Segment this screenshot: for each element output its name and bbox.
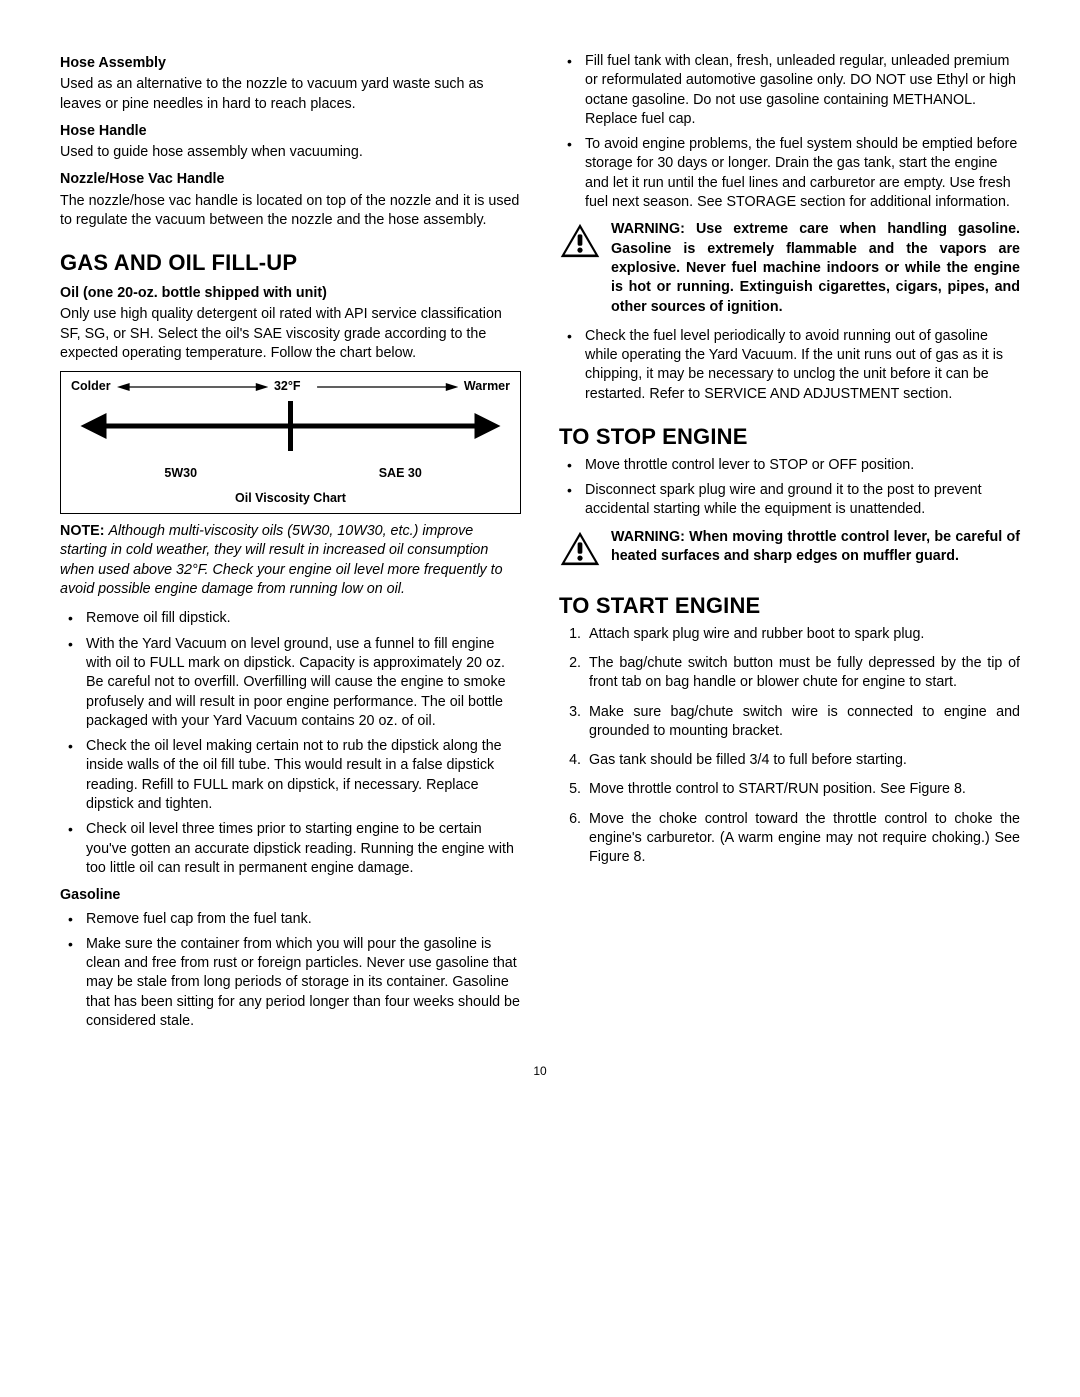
list-item: Move throttle control lever to STOP or O…	[559, 456, 1020, 475]
list-item: Check the fuel level periodically to avo…	[559, 327, 1020, 404]
nozzle-handle-title: Nozzle/Hose Vac Handle	[60, 170, 521, 189]
list-item: Make sure bag/chute switch wire is conne…	[585, 703, 1020, 742]
page-number: 10	[60, 1063, 1020, 1079]
oil-viscosity-chart: Colder 32°F Warmer	[60, 371, 521, 514]
oil-note: NOTE: Although multi-viscosity oils (5W3…	[60, 522, 521, 599]
note-body: Although multi-viscosity oils (5W30, 10W…	[60, 523, 503, 597]
oil-text: Only use high quality detergent oil rate…	[60, 305, 521, 363]
start-steps-list: Attach spark plug wire and rubber boot t…	[559, 625, 1020, 868]
hose-handle-text: Used to guide hose assembly when vacuumi…	[60, 143, 521, 162]
oil-title: Oil (one 20-oz. bottle shipped with unit…	[60, 284, 521, 303]
chart-arrows-icon	[71, 401, 510, 459]
list-item: Remove fuel cap from the fuel tank.	[60, 910, 521, 929]
warning-throttle-text: WARNING: When moving throttle control le…	[611, 528, 1020, 573]
list-item: Disconnect spark plug wire and ground it…	[559, 481, 1020, 520]
warning-icon	[559, 220, 601, 316]
list-item: Make sure the container from which you w…	[60, 935, 521, 1031]
hose-handle-title: Hose Handle	[60, 122, 521, 141]
gasoline-steps-list: Remove fuel cap from the fuel tank. Make…	[60, 910, 521, 1032]
warning-icon	[559, 528, 601, 573]
list-item: Check oil level three times prior to sta…	[60, 820, 521, 878]
list-item: Fill fuel tank with clean, fresh, unlead…	[559, 52, 1020, 129]
stop-engine-heading: TO STOP ENGINE	[559, 422, 1020, 452]
list-item: Check the oil level making certain not t…	[60, 737, 521, 814]
left-column: Hose Assembly Used as an alternative to …	[60, 48, 521, 1039]
warning-gasoline: WARNING: Use extreme care when handling …	[559, 220, 1020, 316]
warning-throttle: WARNING: When moving throttle control le…	[559, 528, 1020, 573]
chart-colder-label: Colder	[71, 378, 111, 395]
gasoline-title: Gasoline	[60, 886, 521, 905]
check-fuel-list: Check the fuel level periodically to avo…	[559, 327, 1020, 404]
list-item: Move the choke control toward the thrott…	[585, 810, 1020, 868]
start-engine-heading: TO START ENGINE	[559, 591, 1020, 621]
chart-left-oil: 5W30	[71, 465, 291, 482]
stop-steps-list: Move throttle control lever to STOP or O…	[559, 456, 1020, 520]
right-column: Fill fuel tank with clean, fresh, unlead…	[559, 48, 1020, 1039]
oil-steps-list: Remove oil fill dipstick. With the Yard …	[60, 609, 521, 878]
chart-warmer-label: Warmer	[464, 378, 510, 395]
note-label: NOTE:	[60, 523, 104, 539]
list-item: Move throttle control to START/RUN posit…	[585, 780, 1020, 799]
warning-gasoline-text: WARNING: Use extreme care when handling …	[611, 220, 1020, 316]
page-columns: Hose Assembly Used as an alternative to …	[60, 48, 1020, 1039]
list-item: Remove oil fill dipstick.	[60, 609, 521, 628]
list-item: The bag/chute switch button must be full…	[585, 654, 1020, 693]
list-item: Gas tank should be filled 3/4 to full be…	[585, 751, 1020, 770]
hose-assembly-text: Used as an alternative to the nozzle to …	[60, 75, 521, 114]
chart-temp-label: 32°F	[274, 378, 301, 395]
chart-right-oil: SAE 30	[291, 465, 511, 482]
hose-assembly-title: Hose Assembly	[60, 54, 521, 73]
fuel-steps-list: Fill fuel tank with clean, fresh, unlead…	[559, 52, 1020, 212]
nozzle-handle-text: The nozzle/hose vac handle is located on…	[60, 192, 521, 231]
list-item: Attach spark plug wire and rubber boot t…	[585, 625, 1020, 644]
list-item: With the Yard Vacuum on level ground, us…	[60, 635, 521, 731]
list-item: To avoid engine problems, the fuel syste…	[559, 135, 1020, 212]
chart-caption: Oil Viscosity Chart	[71, 490, 510, 507]
gas-oil-heading: GAS AND OIL FILL-UP	[60, 248, 521, 278]
